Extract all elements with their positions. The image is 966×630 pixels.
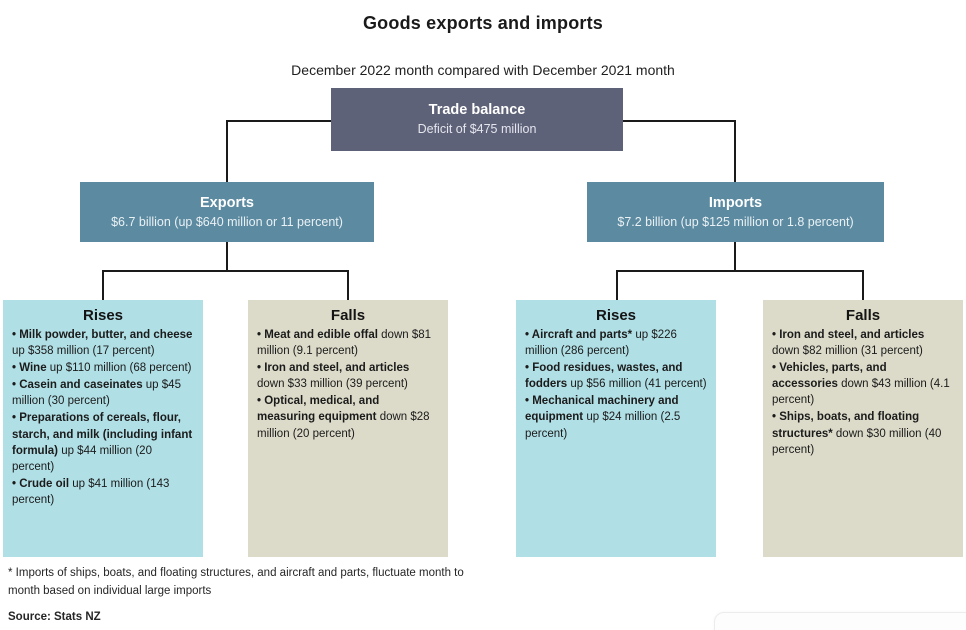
item-detail: up $24 million (2.5 percent) [525, 411, 681, 440]
item-name: • Iron and steel, and articles [772, 329, 925, 341]
connector-imports-horizontal [616, 270, 864, 272]
item-detail: up $45 million (30 percent) [12, 379, 181, 408]
item-name: • Meat and edible offal [257, 329, 378, 341]
item-name: • Milk powder, butter, and cheese [12, 329, 193, 341]
page-title: Goods exports and imports [362, 13, 604, 33]
list-item: • Iron and steel, and articles down $82 … [772, 327, 954, 359]
connector-root-left-horizontal [226, 120, 331, 122]
connector-imports-rises-drop [616, 270, 618, 300]
item-name: • Ships, boats, and floating structures* [772, 411, 920, 440]
corner-widget-sliver[interactable] [714, 612, 966, 630]
list-item: • Optical, medical, and measuring equipm… [257, 393, 439, 441]
list-item: • Ships, boats, and floating structures*… [772, 409, 954, 457]
item-name: • Iron and steel, and articles [257, 362, 410, 375]
trade-balance-title: Trade balance [428, 102, 526, 119]
connector-root-left-vertical [226, 120, 228, 182]
list-item: • Meat and edible offal down $81 million… [257, 327, 439, 359]
list-item: • Mechanical machinery and equipment up … [525, 393, 707, 441]
imports-falls-box: Falls • Iron and steel, and articles dow… [763, 300, 963, 557]
connector-root-right-horizontal [623, 120, 736, 122]
item-detail: up $358 million (17 percent) [12, 345, 155, 358]
item-name: • Mechanical machinery and equipment [525, 395, 679, 424]
connector-exports-horizontal [102, 270, 349, 272]
item-detail: up $110 million (68 percent) [46, 362, 192, 375]
item-detail: down $28 million (20 percent) [257, 411, 430, 440]
item-detail: up $56 million (41 percent) [567, 378, 707, 391]
exports-falls-box: Falls • Meat and edible offal down $81 m… [248, 300, 448, 557]
imports-value: $7.2 billion (up $125 million or 1.8 per… [617, 214, 854, 229]
list-item: • Preparations of cereals, flour, starch… [12, 410, 194, 474]
item-detail: down $30 million (40 percent) [772, 427, 942, 456]
imports-rises-heading: Rises [595, 307, 637, 324]
exports-title: Exports [200, 194, 254, 211]
item-detail: up $44 million (20 percent) [12, 444, 152, 473]
imports-falls-heading: Falls [845, 307, 881, 324]
connector-imports-falls-drop [862, 270, 864, 300]
list-item: • Vehicles, parts, and accessories down … [772, 360, 954, 408]
list-item: • Milk powder, butter, and cheese up $35… [12, 327, 194, 359]
exports-box: Exports $6.7 billion (up $640 million or… [80, 182, 374, 242]
list-item: • Wine up $110 million (68 percent) [12, 360, 194, 376]
item-name: • Casein and caseinates [12, 379, 143, 392]
trade-balance-box: Trade balance Deficit of $475 million [331, 88, 623, 151]
imports-box: Imports $7.2 billion (up $125 million or… [587, 182, 884, 242]
item-name: • Crude oil [12, 477, 70, 490]
connector-exports-stem [226, 242, 228, 272]
item-name: • Preparations of cereals, flour, starch… [12, 412, 193, 457]
list-item: • Casein and caseinates up $45 million (… [12, 377, 194, 409]
list-item: • Iron and steel, and articles down $33 … [257, 360, 439, 392]
item-detail: down $33 million (39 percent) [257, 378, 408, 391]
item-name: • Aircraft and parts* [525, 329, 633, 341]
connector-exports-rises-drop [102, 270, 104, 300]
page-subtitle: December 2022 month compared with Decemb… [291, 62, 675, 78]
item-detail: down $81 million (9.1 percent) [257, 329, 432, 358]
footnote: * Imports of ships, boats, and floating … [8, 567, 464, 597]
exports-value: $6.7 billion (up $640 million or 11 perc… [111, 214, 343, 229]
trade-balance-value: Deficit of $475 million [417, 122, 537, 137]
exports-falls-heading: Falls [330, 307, 366, 324]
exports-rises-box: Rises • Milk powder, butter, and cheese … [3, 300, 203, 557]
imports-rises-box: Rises • Aircraft and parts* up $226 mill… [516, 300, 716, 557]
item-name: • Vehicles, parts, and accessories [772, 362, 887, 391]
imports-title: Imports [708, 194, 763, 211]
source-attribution: Source: Stats NZ [8, 611, 101, 623]
connector-root-right-vertical [734, 120, 736, 182]
item-name: • Food residues, wastes, and fodders [525, 362, 683, 391]
item-detail: down $43 million (4.1 percent) [772, 378, 950, 407]
item-detail: up $226 million (286 percent) [525, 329, 677, 358]
exports-rises-heading: Rises [82, 307, 124, 324]
list-item: • Aircraft and parts* up $226 million (2… [525, 327, 707, 359]
item-detail: down $82 million (31 percent) [772, 345, 923, 358]
connector-exports-falls-drop [347, 270, 349, 300]
item-detail: up $41 million (143 percent) [12, 477, 170, 506]
item-name: • Optical, medical, and measuring equipm… [257, 395, 380, 424]
connector-imports-stem [734, 242, 736, 272]
list-item: • Crude oil up $41 million (143 percent) [12, 476, 194, 508]
item-name: • Wine [12, 362, 47, 375]
list-item: • Food residues, wastes, and fodders up … [525, 360, 707, 392]
